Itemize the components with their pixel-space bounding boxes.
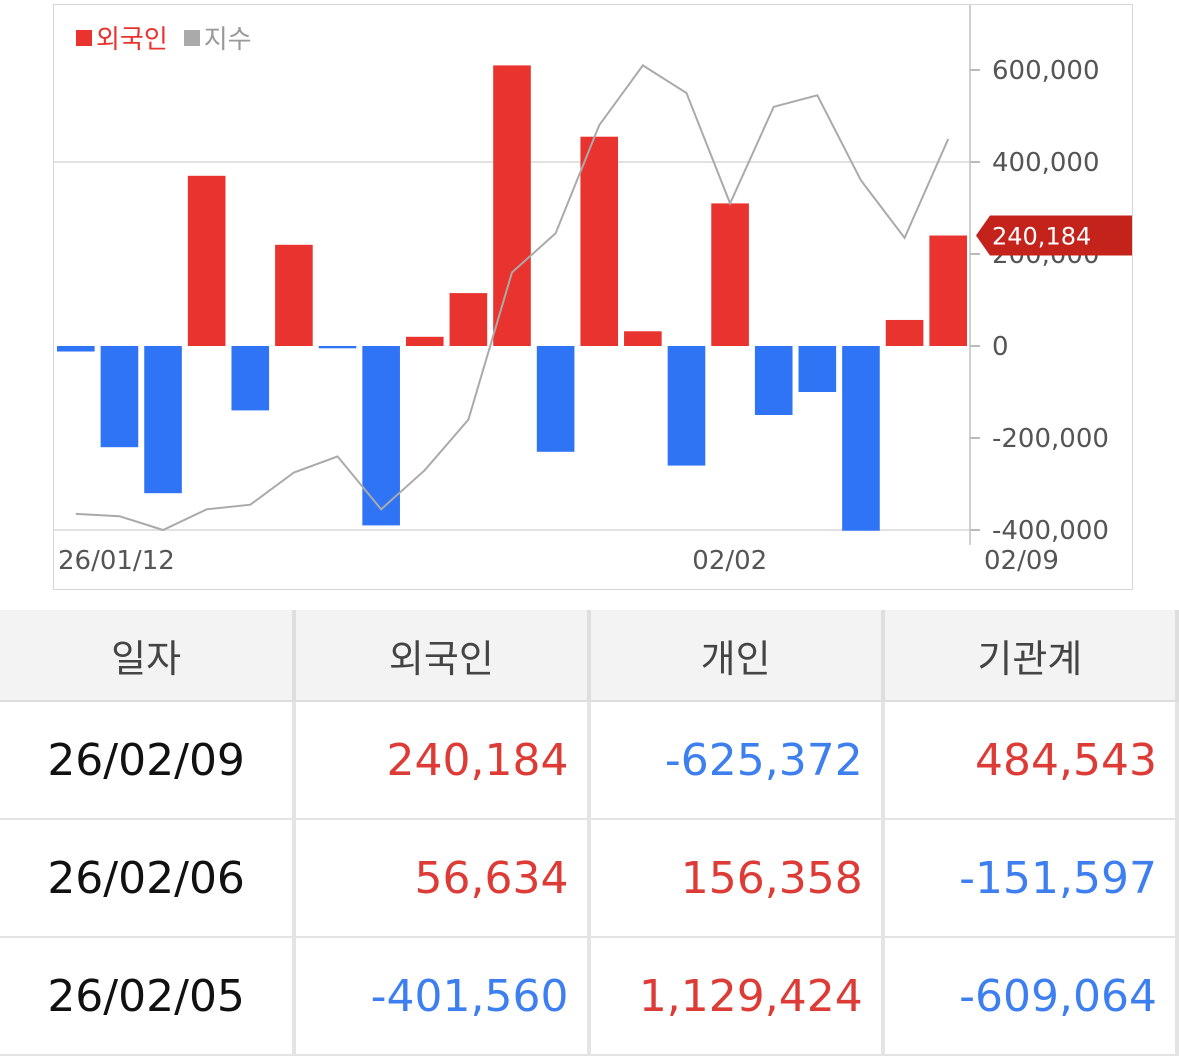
legend-swatch-index: [183, 29, 200, 46]
chart-legend: 외국인 지수: [76, 19, 252, 56]
cell-institution: -151,597: [882, 819, 1179, 938]
legend-item-index: 지수: [183, 19, 252, 56]
y-tick-label: -400,000: [992, 516, 1109, 546]
y-tick-label: 0: [992, 332, 1009, 362]
x-tick-label: 02/02: [692, 546, 767, 576]
bar: [754, 346, 793, 415]
cell-date: 26/02/09: [0, 701, 297, 820]
header-foreign[interactable]: 외국인: [294, 610, 591, 702]
bar: [493, 65, 531, 347]
cell-foreign: 56,634: [294, 819, 591, 938]
x-tick-label: 02/09: [984, 546, 1059, 576]
bar: [275, 244, 313, 346]
cell-individual: 1,129,424: [588, 937, 885, 1056]
index-line: [75, 64, 950, 532]
legend-swatch-foreign: [76, 29, 92, 46]
cell-institution: -609,064: [882, 937, 1179, 1056]
bar: [57, 346, 95, 352]
table-row[interactable]: 26/02/05 -401,560 1,129,424 -609,064: [0, 937, 1179, 1056]
bar: [711, 203, 749, 346]
legend-label-index: 지수: [203, 25, 252, 55]
bar: [100, 346, 139, 448]
cell-foreign: -401,560: [294, 937, 591, 1056]
bar: [885, 319, 924, 346]
cell-institution: 484,543: [882, 701, 1179, 820]
cell-individual: -625,372: [588, 701, 885, 820]
x-tick-label: 26/01/12: [58, 546, 175, 576]
bar: [580, 136, 619, 346]
cell-date: 26/02/05: [0, 937, 297, 1056]
last-value-callout: [976, 215, 1132, 256]
table-header-row: 일자 외국인 개인 기관계: [0, 610, 1179, 702]
header-individual[interactable]: 개인: [588, 610, 885, 702]
chart-svg: 600,000400,000200,0000-200,000-400,00026…: [54, 5, 1132, 576]
last-value-label: 240,184: [992, 223, 1091, 251]
investor-table: 일자 외국인 개인 기관계 26/02/09 240,184 -625,372 …: [0, 610, 1179, 1056]
table-row[interactable]: 26/02/09 240,184 -625,372 484,543: [0, 701, 1179, 820]
bar: [624, 331, 662, 346]
investor-chart: 외국인 지수 600,000400,000200,0000-200,000-40…: [53, 4, 1133, 590]
bar: [798, 346, 837, 392]
header-date[interactable]: 일자: [0, 610, 297, 702]
y-tick-label: 400,000: [992, 148, 1100, 178]
y-tick-label: -200,000: [992, 424, 1109, 454]
bar: [144, 346, 182, 494]
bar: [667, 346, 706, 466]
y-tick-label: 600,000: [992, 56, 1100, 86]
bar: [449, 293, 488, 346]
header-institution[interactable]: 기관계: [882, 610, 1179, 702]
bar: [187, 175, 226, 346]
legend-label-foreign: 외국인: [96, 25, 168, 55]
bar: [318, 346, 357, 349]
legend-item-foreign: 외국인: [76, 19, 168, 56]
cell-foreign: 240,184: [294, 701, 591, 820]
bar: [929, 235, 967, 346]
bar: [231, 346, 270, 411]
cell-individual: 156,358: [588, 819, 885, 938]
bar: [842, 346, 880, 531]
bar: [536, 346, 575, 452]
cell-date: 26/02/06: [0, 819, 297, 938]
bar: [405, 336, 444, 346]
table-row[interactable]: 26/02/06 56,634 156,358 -151,597: [0, 819, 1179, 938]
